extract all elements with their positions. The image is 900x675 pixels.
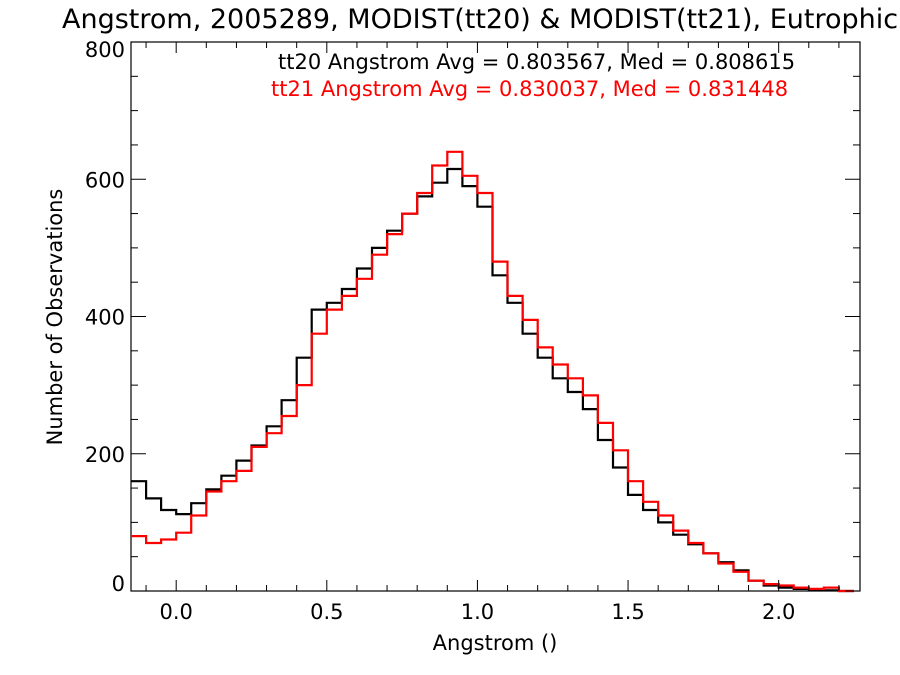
x-tick-label: 1.5 — [611, 600, 644, 624]
y-tick-label: 600 — [85, 168, 125, 192]
y-tick-label: 200 — [85, 443, 125, 467]
annotation-tt20: tt20 Angstrom Avg = 0.803567, Med = 0.80… — [278, 50, 795, 74]
series-tt21 — [131, 150, 854, 593]
x-tick-label: 1.0 — [461, 600, 494, 624]
y-tick-label: 800 — [85, 38, 125, 62]
y-axis-label: Number of Observations — [43, 189, 67, 446]
plot-frame — [130, 41, 861, 592]
chart-title: Angstrom, 2005289, MODIST(tt20) & MODIST… — [62, 4, 898, 35]
x-tick-label: 0.5 — [310, 600, 343, 624]
x-tick-label: 2.0 — [762, 600, 795, 624]
annotation-tt21: tt21 Angstrom Avg = 0.830037, Med = 0.83… — [271, 77, 788, 101]
plot-border — [130, 41, 861, 592]
y-tick-label: 0 — [112, 572, 125, 596]
y-tick-label: 400 — [85, 306, 125, 330]
x-axis-label: Angstrom () — [433, 631, 558, 655]
series-layer — [131, 150, 854, 593]
axis-ticks: 0.0 0.5 1.0 1.5 2.0 0 200 400 600 800 — [85, 38, 860, 624]
x-tick-label: 0.0 — [159, 600, 192, 624]
